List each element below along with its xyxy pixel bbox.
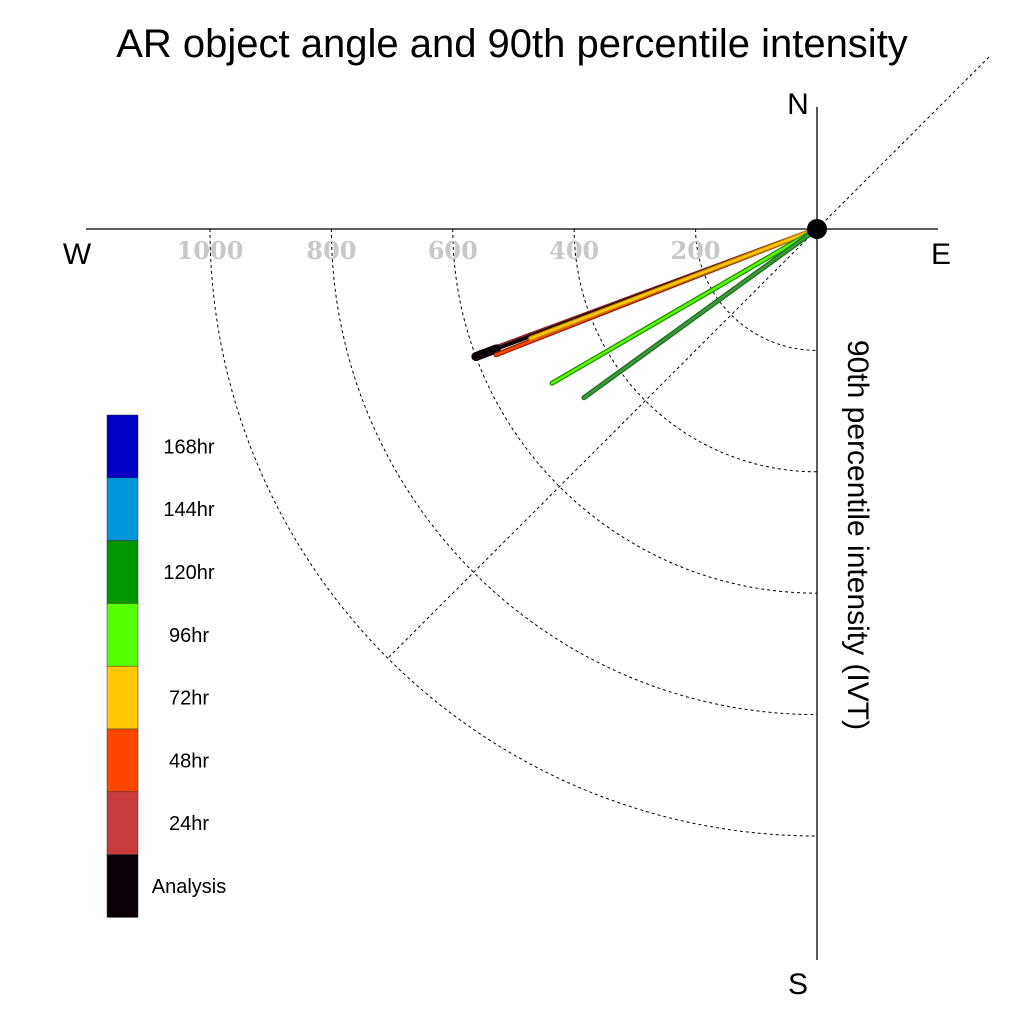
ring-label-400: 400 (549, 236, 599, 265)
origin-marker (807, 219, 827, 239)
series-lines (471, 226, 820, 401)
legend-label-144hr: 144hr (163, 499, 214, 521)
compass-axes (86, 107, 938, 960)
ring-label-200: 200 (671, 236, 721, 265)
legend-label-72hr: 72hr (169, 688, 209, 710)
series-line-72hr (529, 227, 819, 340)
compass-east-label: E (931, 238, 951, 271)
compass-north-label: N (787, 88, 809, 121)
legend-swatch-144hr (106, 477, 139, 541)
compass-west-label: W (63, 238, 92, 271)
ring-label-1000: 1000 (177, 236, 244, 265)
legend-label-24hr: 24hr (169, 813, 209, 835)
series-end-analysis (471, 344, 501, 362)
compass-south-label: S (788, 968, 808, 1001)
polar-grid (209, 56, 990, 837)
ring-labels: 200 400 600 800 1000 (177, 236, 721, 265)
series-line-96hr (550, 227, 819, 385)
diagonal-gridline (387, 56, 990, 659)
legend-swatch-120hr (106, 540, 139, 604)
legend-swatch-48hr (106, 728, 139, 793)
legend-swatch-24hr (106, 791, 139, 855)
ring-400 (573, 228, 818, 473)
legend-swatch-analysis (106, 854, 139, 918)
series-72hr (528, 226, 820, 341)
ring-label-600: 600 (428, 236, 478, 265)
ring-label-800: 800 (306, 236, 356, 265)
ring-600 (452, 228, 818, 594)
legend-swatch-96hr (106, 603, 139, 667)
ring-800 (330, 228, 818, 716)
y-axis-label: 90th percentile intensity (IVT) (841, 340, 874, 730)
chart-title: AR object angle and 90th percentile inte… (116, 22, 908, 66)
legend-swatch-72hr (106, 665, 139, 730)
legend: 168hr 144hr 120hr 96hr 72hr 48hr 24hr Analysis (106, 414, 226, 918)
legend-label-120hr: 120hr (163, 562, 214, 584)
ring-200 (695, 228, 818, 351)
legend-label-48hr: 48hr (169, 750, 209, 772)
legend-label-168hr: 168hr (163, 436, 214, 458)
legend-label-96hr: 96hr (169, 625, 209, 647)
series-96hr (549, 226, 820, 386)
series-120hr (581, 226, 820, 401)
legend-label-analysis: Analysis (152, 876, 226, 898)
series-line-120hr (582, 227, 819, 399)
ring-1000 (209, 228, 818, 837)
legend-swatch-168hr (106, 414, 139, 479)
